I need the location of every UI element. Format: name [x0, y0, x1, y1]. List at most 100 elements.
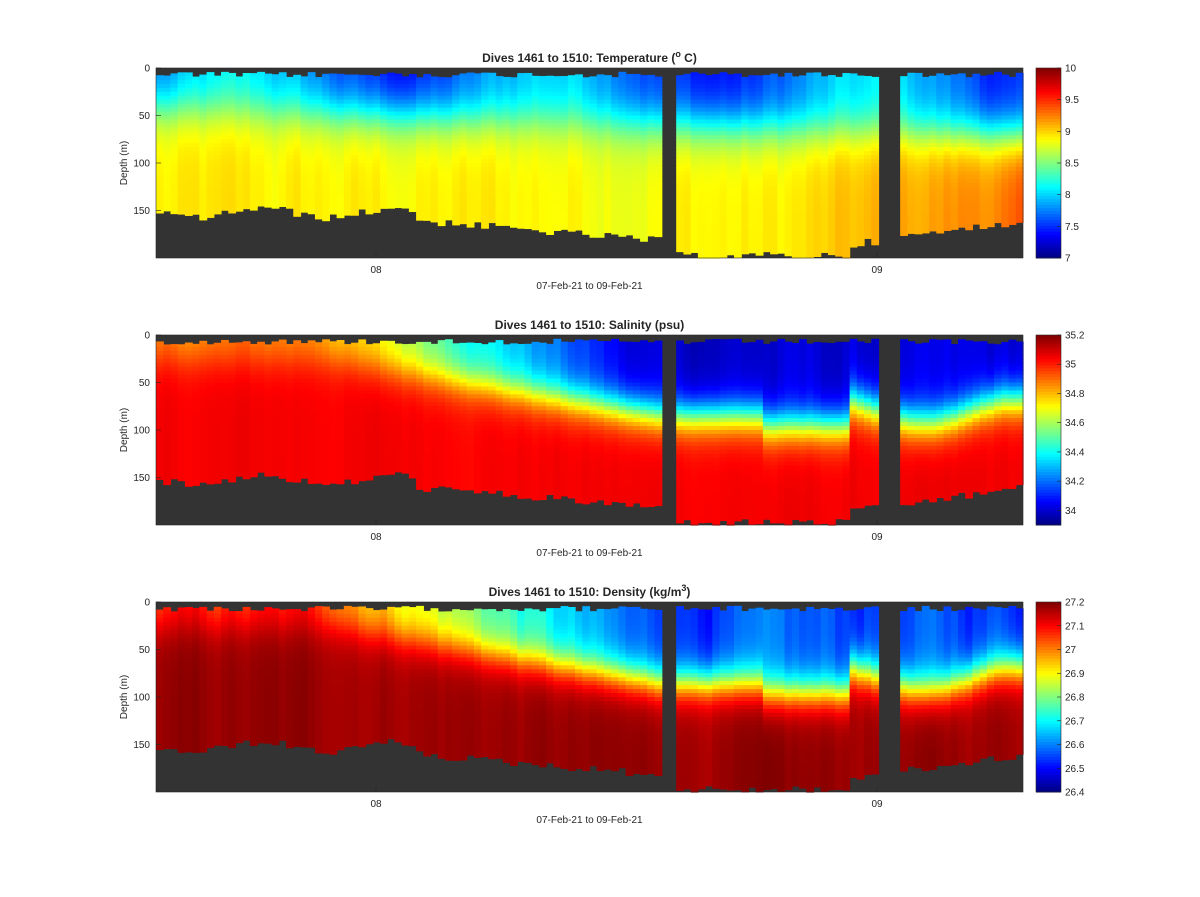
heatmap-cell — [741, 104, 749, 109]
heatmap-cell — [344, 159, 352, 164]
heatmap-cell — [958, 187, 966, 192]
heatmap-cell — [705, 151, 713, 156]
heatmap-cell — [806, 183, 814, 188]
heatmap-cell — [402, 139, 410, 144]
heatmap-cell — [777, 222, 785, 227]
heatmap-cell — [156, 76, 164, 81]
heatmap-cell — [243, 183, 251, 188]
heatmap-cell — [647, 187, 655, 192]
heatmap-cell — [965, 191, 973, 196]
heatmap-cell — [235, 96, 243, 101]
colorbar-segment — [1036, 169, 1061, 172]
heatmap-cell — [987, 127, 995, 132]
heatmap-cell — [965, 108, 973, 113]
heatmap-cell — [192, 402, 200, 407]
heatmap-cell — [438, 191, 446, 196]
heatmap-cell — [467, 183, 475, 188]
heatmap-cell — [1001, 108, 1009, 113]
heatmap-cell — [597, 108, 605, 113]
heatmap-cell — [409, 96, 417, 101]
heatmap-cell — [207, 402, 215, 407]
heatmap-cell — [842, 207, 850, 212]
heatmap-cell — [351, 187, 359, 192]
heatmap-cell — [394, 84, 402, 89]
heatmap-cell — [496, 76, 504, 80]
heatmap-cell — [358, 96, 366, 101]
heatmap-cell — [951, 147, 959, 152]
heatmap-cell — [351, 123, 359, 128]
heatmap-cell — [582, 80, 590, 85]
heatmap-cell — [633, 123, 641, 128]
heatmap-cell — [199, 167, 207, 172]
heatmap-cell — [243, 207, 251, 210]
heatmap-cell — [980, 171, 988, 176]
heatmap-cell — [922, 163, 930, 168]
heatmap-cell — [835, 175, 843, 180]
heatmap-cell — [857, 143, 865, 148]
heatmap-cell — [929, 195, 937, 200]
heatmap-cell — [532, 214, 540, 219]
heatmap-cell — [423, 96, 431, 101]
heatmap-cell — [698, 175, 706, 180]
heatmap-cell — [301, 159, 309, 164]
heatmap-cell — [264, 127, 272, 132]
heatmap-cell — [734, 254, 742, 258]
heatmap-cell — [387, 96, 395, 101]
heatmap-cell — [438, 96, 446, 101]
heatmap-cell — [987, 100, 995, 105]
heatmap-cell — [698, 139, 706, 144]
heatmap-cell — [510, 218, 518, 223]
heatmap-cell — [553, 135, 561, 140]
heatmap-cell — [185, 155, 193, 160]
heatmap-cell — [517, 171, 525, 176]
heatmap-cell — [214, 175, 222, 180]
heatmap-cell — [293, 108, 301, 113]
heatmap-cell — [785, 112, 793, 117]
heatmap-cell — [720, 234, 728, 239]
heatmap-cell — [987, 108, 995, 113]
heatmap-cell — [633, 112, 641, 117]
heatmap-cell — [496, 116, 504, 121]
heatmap-cell — [727, 139, 735, 144]
heatmap-cell — [192, 390, 200, 395]
heatmap-cell — [655, 214, 663, 219]
heatmap-cell — [785, 183, 793, 188]
heatmap-cell — [590, 155, 598, 160]
heatmap-cell — [459, 163, 467, 168]
heatmap-cell — [207, 371, 215, 376]
heatmap-cell — [423, 214, 431, 219]
heatmap-cell — [286, 96, 294, 101]
heatmap-cell — [1009, 119, 1017, 124]
heatmap-cell — [568, 119, 576, 124]
heatmap-cell — [156, 119, 164, 124]
heatmap-cell — [286, 131, 294, 136]
heatmap-cell — [170, 367, 178, 372]
heatmap-cell — [792, 92, 800, 97]
heatmap-cell — [900, 119, 908, 124]
heatmap-cell — [828, 234, 836, 239]
heatmap-cell — [835, 195, 843, 200]
heatmap-cell — [170, 474, 178, 479]
heatmap-cell — [604, 135, 612, 140]
heatmap-cell — [517, 167, 525, 172]
heatmap-cell — [517, 179, 525, 184]
heatmap-cell — [496, 187, 504, 192]
heatmap-cell — [315, 183, 323, 188]
heatmap-cell — [705, 135, 713, 140]
heatmap-cell — [597, 135, 605, 140]
heatmap-cell — [546, 187, 554, 192]
heatmap-cell — [727, 167, 735, 172]
heatmap-cell — [611, 155, 619, 160]
heatmap-cell — [698, 171, 706, 176]
heatmap-cell — [683, 155, 691, 160]
heatmap-cell — [228, 139, 236, 144]
heatmap-cell — [698, 238, 706, 243]
heatmap-cell — [944, 84, 952, 89]
heatmap-cell — [828, 246, 836, 251]
heatmap-cell — [445, 131, 453, 136]
heatmap-cell — [611, 96, 619, 101]
heatmap-cell — [423, 179, 431, 184]
heatmap-cell — [676, 88, 684, 93]
heatmap-cell — [488, 108, 496, 113]
heatmap-cell — [604, 183, 612, 188]
